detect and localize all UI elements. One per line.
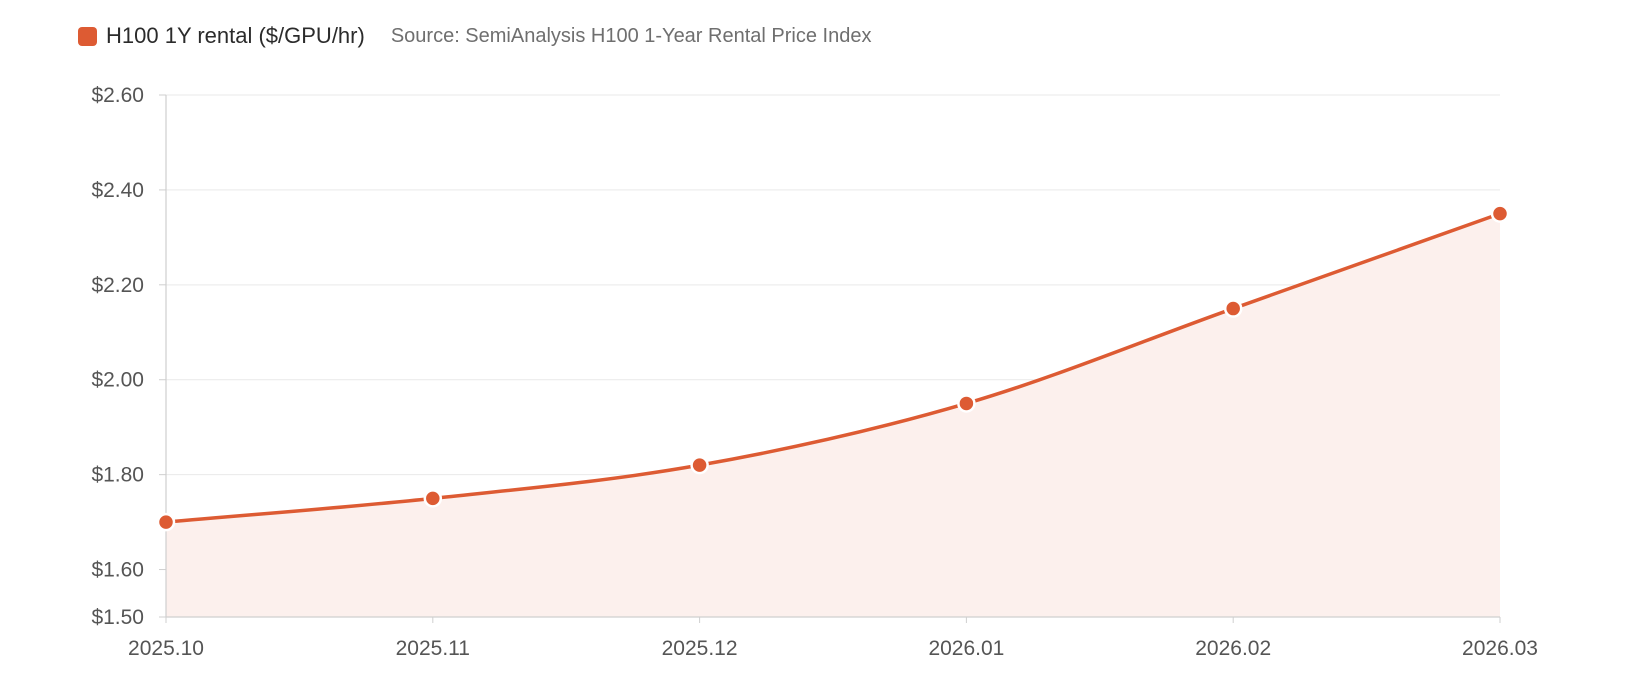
series-area-fill (166, 213, 1500, 618)
x-tick-label: 2025.12 (662, 637, 738, 660)
data-point-2026-03[interactable] (1490, 204, 1510, 223)
y-tick-label: $1.60 (91, 559, 144, 582)
series-line-group (164, 211, 1502, 524)
legend-series-label: H100 1Y rental ($/GPU/hr) (106, 23, 365, 48)
x-tick-label: 2026.01 (928, 637, 1004, 660)
series-line (164, 211, 1502, 524)
data-point-2026-02[interactable] (1223, 299, 1243, 318)
legend-color-swatch (78, 26, 97, 46)
y-tick-label: $2.00 (91, 369, 144, 392)
data-point-2025-11[interactable] (423, 489, 443, 508)
x-tick-label: 2025.10 (128, 637, 204, 660)
y-axis-tick-labels: $1.50 $1.60 $1.80 $2.00 $2.20 $2.40 $2.60 (91, 84, 144, 629)
chart-source-note: Source: SemiAnalysis H100 1-Year Rental … (390, 24, 872, 47)
y-tick-label: $2.40 (91, 179, 144, 202)
data-point-2025-12[interactable] (690, 455, 709, 475)
chart-legend: H100 1Y rental ($/GPU/hr) Source: SemiAn… (78, 20, 871, 52)
x-tick-label: 2026.02 (1195, 637, 1271, 660)
y-tick-label: $2.60 (91, 84, 144, 107)
area-fill-group (166, 213, 1500, 618)
x-axis-tick-labels: 2025.10 2025.11 2025.12 2026.01 2026.02 2026.… (128, 637, 1538, 660)
data-point-2025-10[interactable] (156, 512, 176, 532)
x-tick-label: 2026.03 (1462, 637, 1538, 660)
y-tick-label: $1.50 (91, 606, 144, 629)
y-tick-label: $2.20 (91, 274, 144, 297)
data-point-2026-01[interactable] (957, 394, 976, 413)
x-tick-label: 2025.11 (396, 637, 470, 660)
y-tick-label: $1.80 (91, 464, 144, 487)
data-points (156, 204, 1510, 532)
